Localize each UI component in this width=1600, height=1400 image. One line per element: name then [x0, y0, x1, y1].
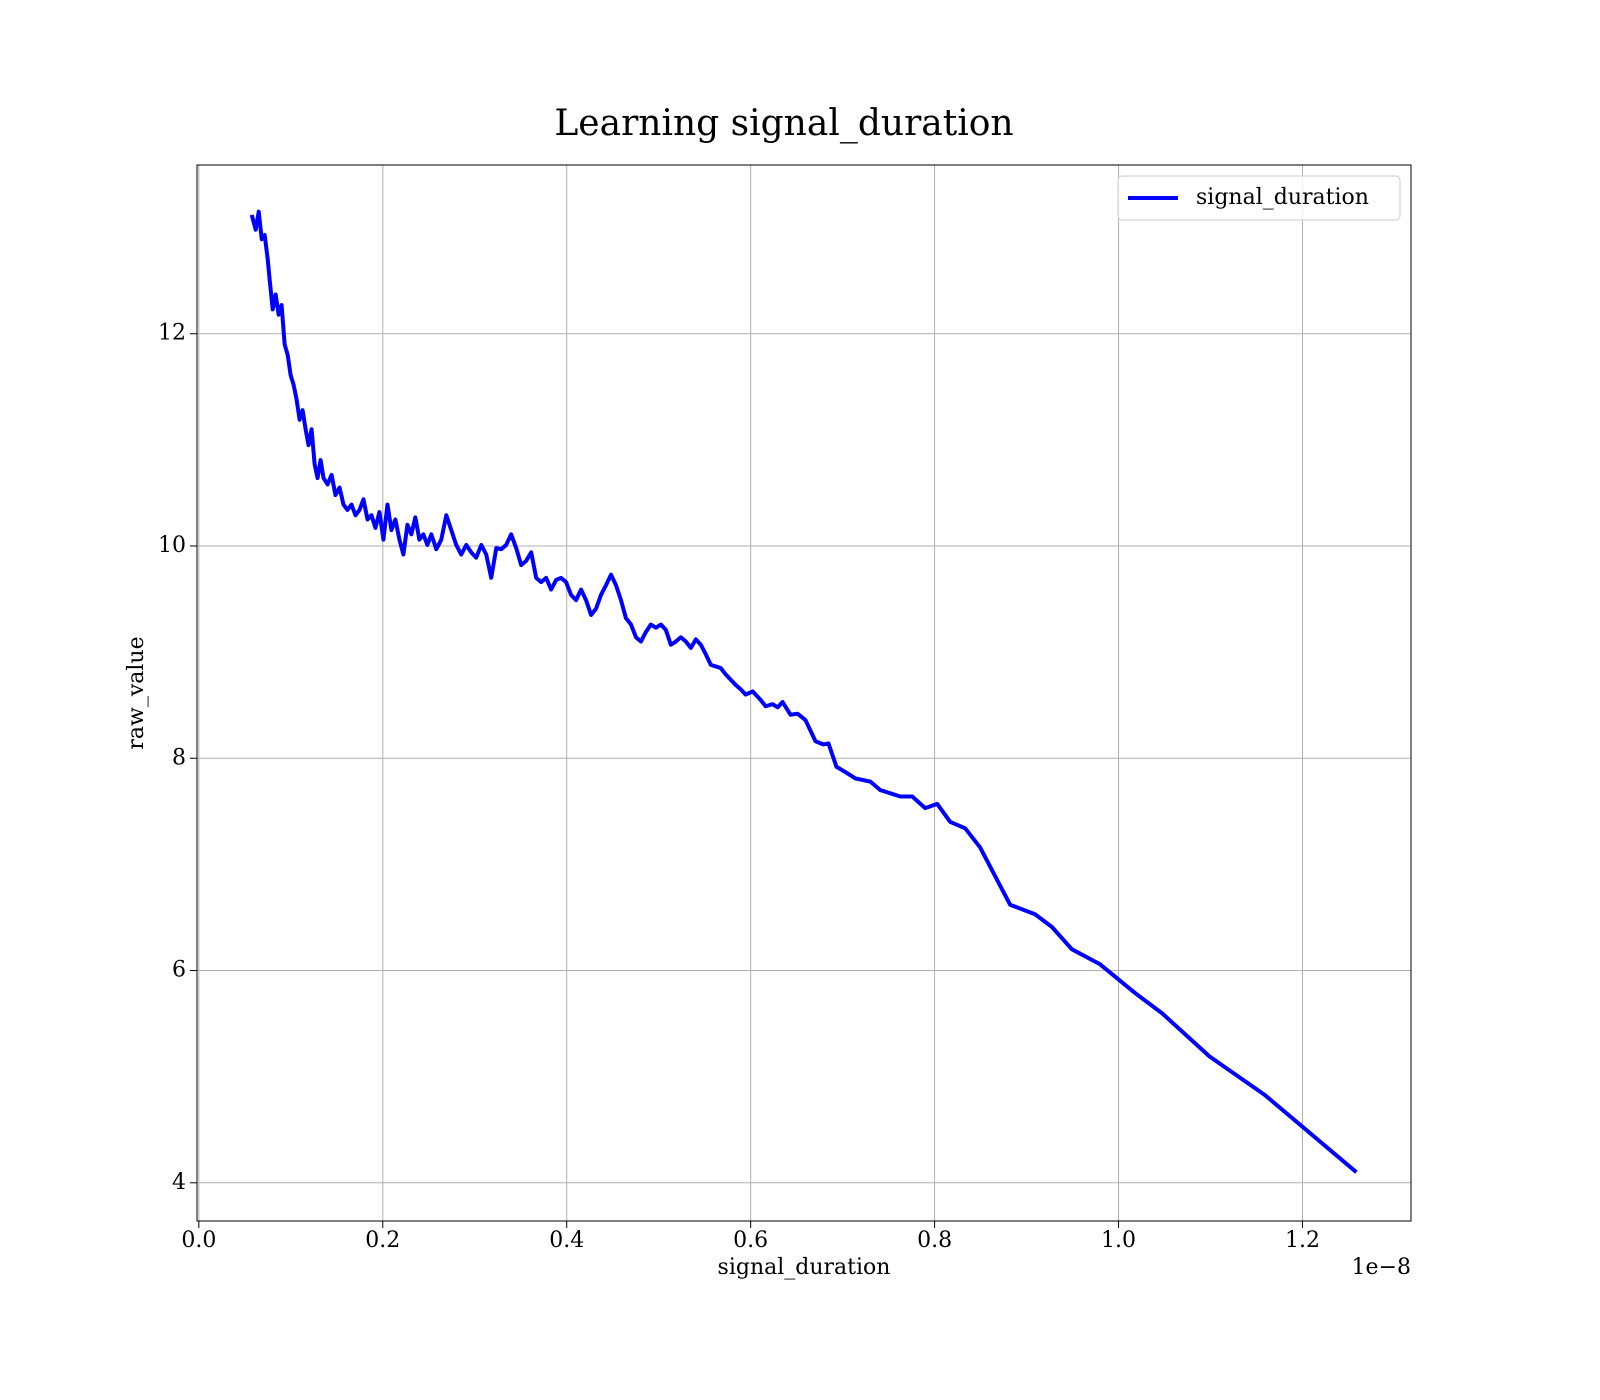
legend-label: signal_duration	[1196, 185, 1369, 210]
x-tick-label: 1.0	[1101, 1228, 1136, 1253]
x-offset-label: 1e−8	[1352, 1255, 1411, 1280]
y-tick-label: 10	[158, 533, 186, 558]
y-axis-label: raw_value	[124, 636, 149, 749]
chart-title: Learning signal_duration	[554, 103, 1013, 144]
x-tick-label: 0.0	[181, 1228, 216, 1253]
y-tick-label: 12	[158, 321, 186, 346]
x-tick-label: 0.4	[549, 1228, 584, 1253]
x-tick-label: 0.6	[733, 1228, 768, 1253]
x-tick-label: 0.8	[917, 1228, 952, 1253]
data-line	[249, 209, 1358, 1174]
plot-frame	[196, 164, 1412, 1222]
y-tick-label: 4	[172, 1170, 186, 1195]
y-tick-label: 8	[172, 745, 186, 770]
x-axis-label: signal_duration	[718, 1255, 891, 1280]
y-tick-label: 6	[172, 958, 186, 983]
legend-box	[1117, 175, 1401, 221]
x-tick-label: 0.2	[365, 1228, 400, 1253]
x-tick-label: 1.2	[1285, 1228, 1320, 1253]
